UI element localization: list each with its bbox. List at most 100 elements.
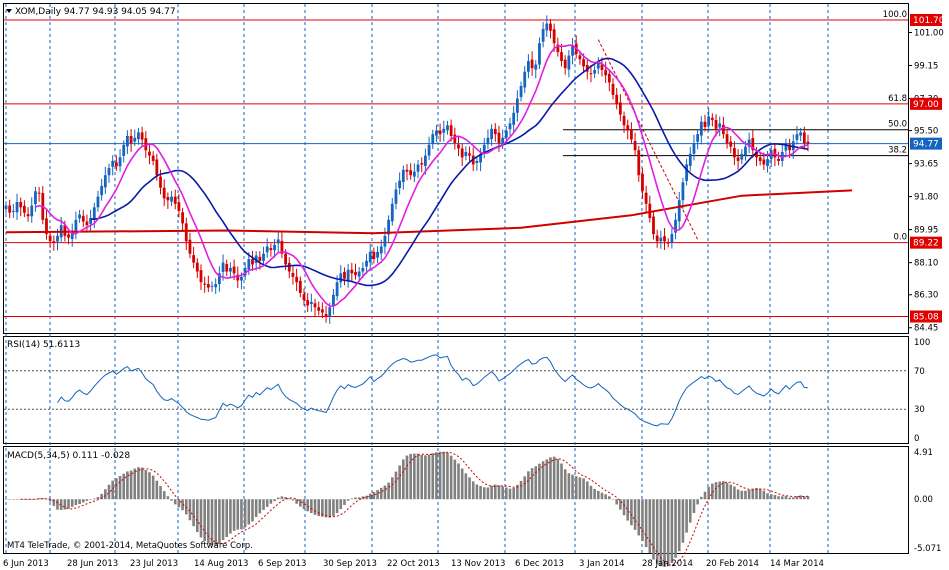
macd-histogram-bar [751, 488, 755, 500]
candle-body [324, 314, 328, 317]
macd-histogram-bar [122, 473, 126, 500]
moving-averages [5, 44, 853, 308]
candle-body [751, 138, 755, 151]
macd-histogram-bar [597, 490, 600, 500]
macd-histogram-bar [457, 463, 460, 500]
candle-body [126, 135, 129, 147]
candlestick-series [4, 15, 810, 324]
candle-body [328, 307, 332, 317]
candle-body [762, 159, 766, 165]
macd-histogram-bar [4, 499, 8, 500]
candle-body [747, 139, 751, 147]
red-moving-average [5, 189, 853, 235]
candle-body [206, 284, 210, 288]
macd-histogram-bar [203, 499, 206, 541]
candle-body [530, 59, 534, 69]
macd-histogram-bar [688, 499, 692, 523]
candle-body [372, 251, 376, 260]
macd-histogram-bar [291, 499, 295, 501]
macd-histogram-bar [538, 463, 541, 500]
macd-histogram-bar [243, 499, 247, 528]
macd-histogram-bar [173, 499, 177, 505]
macd-histogram-bar [207, 499, 210, 544]
candle-body [269, 247, 273, 251]
candle-body [523, 71, 527, 88]
macd-histogram-bar [383, 485, 387, 500]
macd-histogram-bar [615, 499, 618, 505]
price-tick-label: 91.80 [914, 193, 938, 203]
candle-body [405, 169, 409, 172]
macd-histogram-bar [287, 498, 291, 500]
candle-body [133, 137, 137, 142]
candle-body [387, 219, 391, 235]
candle-body [173, 196, 177, 204]
candle-body [144, 138, 148, 151]
macd-histogram-bar [545, 459, 549, 500]
candle-body [11, 210, 15, 212]
macd-histogram-bar [530, 468, 534, 500]
candle-body [298, 280, 302, 293]
macd-histogram-bar [523, 476, 527, 500]
macd-tick-label: 0.00 [914, 495, 933, 505]
candle-body [240, 276, 243, 281]
macd-histogram-bar [409, 453, 412, 500]
candle-body [195, 262, 199, 272]
macd-histogram-bar [795, 496, 799, 500]
candle-body [339, 273, 343, 283]
candle-body [177, 202, 181, 211]
macd-histogram-bar [148, 472, 151, 500]
macd-histogram-bar [63, 499, 67, 510]
macd-histogram-bar [806, 496, 810, 500]
macd-histogram-bar [652, 499, 655, 560]
macd-histogram-bar [405, 455, 409, 500]
candle-body [37, 192, 41, 194]
macd-histogram-bar [379, 487, 383, 500]
horizontal-price-lines [4, 19, 908, 317]
macd-histogram-bar [755, 487, 758, 500]
macd-histogram-bar [648, 499, 652, 554]
macd-histogram-bar [41, 498, 45, 500]
candle-body [287, 262, 291, 272]
macd-histogram-bar [585, 481, 589, 500]
candle-body [19, 201, 23, 208]
candle-body [420, 163, 424, 165]
macd-histogram-bar [37, 498, 41, 500]
candle-body [276, 239, 280, 244]
macd-histogram-bar [199, 499, 203, 538]
candle-body [306, 300, 310, 306]
macd-histogram-bar [115, 478, 118, 500]
candle-body [162, 187, 166, 199]
macd-histogram-bar [181, 499, 184, 511]
macd-histogram-bar [295, 499, 298, 504]
macd-histogram-bar [431, 453, 435, 500]
date-label: 28 Jun 2013 [67, 559, 118, 569]
candle-body [725, 134, 729, 144]
macd-histogram-bar [773, 495, 777, 500]
candle-body [512, 112, 516, 125]
candle-body [475, 160, 479, 164]
candle-body [596, 62, 600, 69]
macd-histogram-bar [70, 499, 74, 507]
candle-body [251, 259, 254, 265]
macd-histogram-bar [516, 484, 519, 500]
macd-histogram-bar [81, 499, 85, 503]
candle-body [622, 115, 626, 126]
candle-body [744, 146, 747, 156]
candle-body [217, 273, 221, 285]
macd-histogram-bar [276, 497, 280, 500]
macd-histogram-bar [791, 497, 795, 500]
macd-histogram-bar [34, 498, 37, 500]
candle-body [714, 119, 718, 129]
candle-body [740, 153, 744, 160]
chevron-down-icon[interactable] [6, 9, 12, 13]
macd-histogram-bar [306, 499, 309, 512]
macd-histogram-bar [100, 493, 103, 500]
candle-body [449, 125, 453, 136]
macd-histogram-bar [611, 499, 615, 500]
fib-level-label: 100.0 [883, 10, 907, 20]
macd-histogram-bar [387, 482, 390, 500]
fibonacci-retracement[interactable]: 100.0 61.8 50.0 38.2 0.0 [563, 10, 908, 243]
candle-body [78, 214, 81, 219]
macd-histogram-bar [12, 499, 15, 500]
